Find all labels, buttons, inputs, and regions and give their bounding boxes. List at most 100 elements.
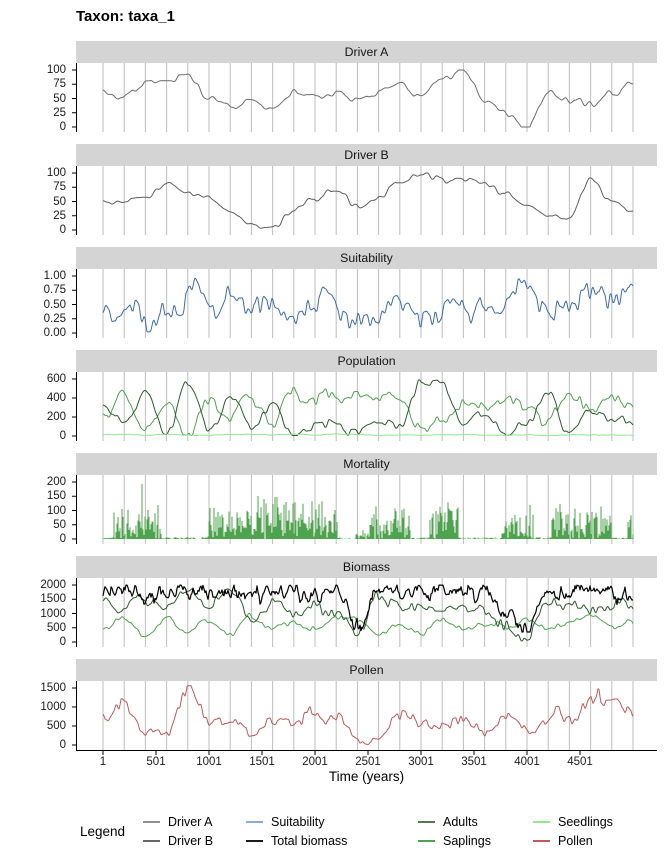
panel-plot-biomass — [72, 578, 634, 647]
y-tick-label: 1500 — [40, 682, 66, 694]
y-tick-label: 0 — [59, 636, 66, 648]
legend-swatch-saplings — [418, 839, 435, 842]
panel-plot-mortality — [72, 475, 634, 544]
legend-swatch-adults — [418, 820, 435, 823]
strip-driver-b: Driver B — [76, 144, 657, 166]
y-tick-label: 1500 — [40, 593, 66, 606]
series-adults-line — [102, 588, 634, 642]
x-tick-label: 4001 — [514, 756, 540, 768]
strip-suitability: Suitability — [76, 247, 657, 269]
y-tick-label: 1000 — [40, 701, 66, 713]
legend-entry-suitability: Suitability — [246, 812, 325, 831]
legend-label: Pollen — [558, 833, 593, 848]
panel-plot-driver-b — [72, 166, 634, 235]
strip-driver-a: Driver A — [76, 41, 657, 63]
y-tick-label: 600 — [46, 373, 66, 385]
x-tick-label: 2001 — [302, 756, 328, 768]
legend-entry-total-biomass: Total biomass — [246, 831, 347, 850]
y-tick-label: 0.25 — [43, 312, 66, 325]
legend-entry-pollen: Pollen — [533, 831, 593, 850]
legend-swatch-driver-b — [143, 839, 160, 842]
x-axis — [76, 750, 657, 755]
strip-label: Suitability — [340, 251, 393, 265]
strip-label: Population — [337, 354, 396, 368]
y-tick-label: 150 — [46, 490, 66, 503]
x-axis-title: Time (years) — [328, 769, 405, 784]
y-tick-label: 0.00 — [43, 327, 66, 339]
y-tick-label: 0.50 — [43, 298, 66, 311]
strip-population: Population — [76, 350, 657, 372]
legend-label: Seedlings — [558, 814, 613, 829]
strip-label: Biomass — [342, 560, 391, 574]
legend-entry-driver-b: Driver B — [143, 831, 213, 850]
legend-swatch-suitability — [246, 820, 263, 823]
y-tick-label: 0 — [59, 533, 66, 545]
legend-title: Legend — [80, 823, 126, 839]
series-suitability-line — [102, 277, 634, 333]
y-tick-label: 0.75 — [43, 284, 66, 297]
y-tick-label: 1.00 — [43, 270, 66, 282]
legend-swatch-total-biomass — [246, 839, 263, 842]
legend-entry-adults: Adults — [418, 812, 478, 831]
legend-label: Saplings — [443, 833, 491, 848]
series-saplings-line — [102, 386, 634, 436]
y-tick-label: 0 — [59, 430, 66, 442]
strip-label: Driver B — [344, 148, 389, 162]
x-tick-label: 3501 — [461, 756, 487, 768]
strip-biomass: Biomass — [76, 556, 657, 578]
x-tick-label: 3001 — [408, 756, 434, 768]
y-tick-label: 400 — [46, 392, 66, 404]
legend-label: Total biomass — [271, 833, 348, 848]
y-tick-label: 50 — [53, 92, 66, 105]
y-tick-label: 50 — [53, 195, 66, 208]
legend-entry-saplings: Saplings — [418, 831, 491, 850]
strip-pollen: Pollen — [76, 659, 657, 681]
panel-plot-population — [72, 372, 634, 441]
legend-swatch-pollen — [533, 839, 550, 842]
series-driver-a-line — [102, 69, 634, 128]
legend-label: Driver B — [168, 833, 214, 848]
x-tick-label: 1 — [99, 756, 107, 768]
legend-entry-driver-a: Driver A — [143, 812, 212, 831]
series-adults-line — [102, 379, 634, 436]
y-tick-label: 0 — [59, 121, 66, 133]
y-tick-label: 0 — [59, 224, 66, 236]
y-tick-label: 500 — [46, 720, 66, 732]
legend-swatch-driver-a — [143, 820, 160, 823]
series-mortality-spikes — [102, 484, 634, 539]
x-tick-label: 501 — [146, 756, 166, 768]
series-total-biomass-line — [102, 584, 634, 633]
x-tick-label: 2501 — [355, 756, 381, 768]
y-tick-label: 200 — [46, 411, 66, 423]
legend-swatch-seedlings — [533, 820, 550, 823]
x-tick-label: 1001 — [196, 756, 222, 768]
y-tick-label: 75 — [53, 181, 66, 194]
series-saplings-line — [102, 612, 634, 638]
legend-label: Adults — [443, 814, 478, 829]
strip-label: Mortality — [343, 457, 390, 471]
y-tick-label: 1000 — [40, 607, 66, 620]
y-tick-label: 200 — [46, 476, 66, 488]
legend-entry-seedlings: Seedlings — [533, 812, 613, 831]
page-title: Taxon: taxa_1 — [76, 8, 175, 25]
y-tick-label: 100 — [46, 167, 66, 179]
y-tick-label: 2000 — [40, 579, 66, 591]
y-tick-label: 100 — [46, 504, 66, 517]
y-tick-label: 75 — [53, 78, 66, 91]
strip-label: Driver A — [344, 45, 389, 59]
strip-mortality: Mortality — [76, 453, 657, 475]
panel-plot-suitability — [72, 269, 634, 338]
y-tick-label: 100 — [46, 64, 66, 76]
y-tick-label: 25 — [53, 209, 66, 222]
strip-label: Pollen — [349, 663, 384, 677]
x-tick-label: 1501 — [249, 756, 275, 768]
series-driver-b-line — [102, 172, 633, 229]
panel-plot-pollen — [72, 681, 634, 750]
panel-plot-driver-a — [72, 63, 634, 132]
series-seedlings-line — [102, 433, 633, 437]
y-tick-label: 0 — [59, 739, 66, 751]
y-tick-label: 500 — [46, 621, 66, 634]
series-pollen-line — [102, 685, 634, 745]
y-tick-label: 25 — [53, 106, 66, 119]
